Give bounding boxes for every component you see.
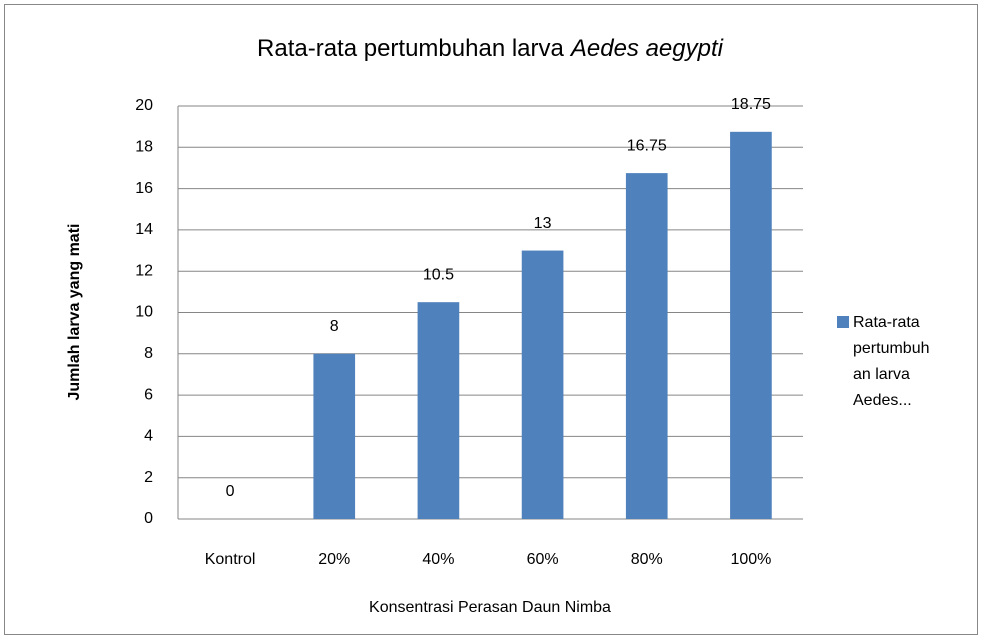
y-tick-label: 20 (135, 97, 153, 114)
title-part: Aedes aegypti (569, 35, 724, 62)
y-tick-label: 14 (135, 221, 153, 238)
x-tick-label: 100% (730, 551, 771, 568)
chart-border (4, 4, 978, 635)
data-label: 13 (534, 215, 552, 232)
y-tick-label: 2 (144, 469, 153, 486)
y-tick-label: 12 (135, 262, 153, 279)
y-tick-label: 18 (135, 139, 153, 156)
data-label: 16.75 (627, 137, 667, 154)
bar (417, 302, 460, 519)
data-label: 10.5 (423, 266, 454, 283)
legend-label: Rata-rata pertumbuhan larva Aedes... (853, 314, 930, 409)
data-label: 8 (330, 318, 339, 335)
y-tick-label: 6 (144, 386, 153, 403)
y-tick-label: 16 (135, 180, 153, 197)
bar (521, 250, 564, 520)
y-tick-label: 4 (144, 428, 153, 445)
bar (625, 173, 668, 520)
y-tick-label: 10 (135, 304, 153, 321)
x-tick-label: 20% (318, 551, 350, 568)
bar (313, 353, 356, 519)
x-tick-label: Kontrol (205, 551, 256, 568)
x-tick-label: 40% (422, 551, 454, 568)
x-tick-label: 60% (527, 551, 559, 568)
y-tick-label: 8 (144, 345, 153, 362)
legend-swatch (837, 316, 849, 328)
x-tick-label: 80% (631, 551, 663, 568)
x-axis-title: Konsentrasi Perasan Daun Nimba (369, 599, 611, 616)
title-part: Rata-rata pertumbuhan larva (257, 35, 564, 62)
y-tick-label: 0 (144, 510, 153, 527)
chart-title: Rata-rata pertumbuhan larva Aedes aegypti (257, 35, 724, 62)
bar (730, 131, 772, 519)
data-label: 0 (226, 483, 235, 500)
y-axis-title: Jumlah larva yang mati (66, 224, 83, 401)
data-label: 18.75 (731, 96, 771, 113)
